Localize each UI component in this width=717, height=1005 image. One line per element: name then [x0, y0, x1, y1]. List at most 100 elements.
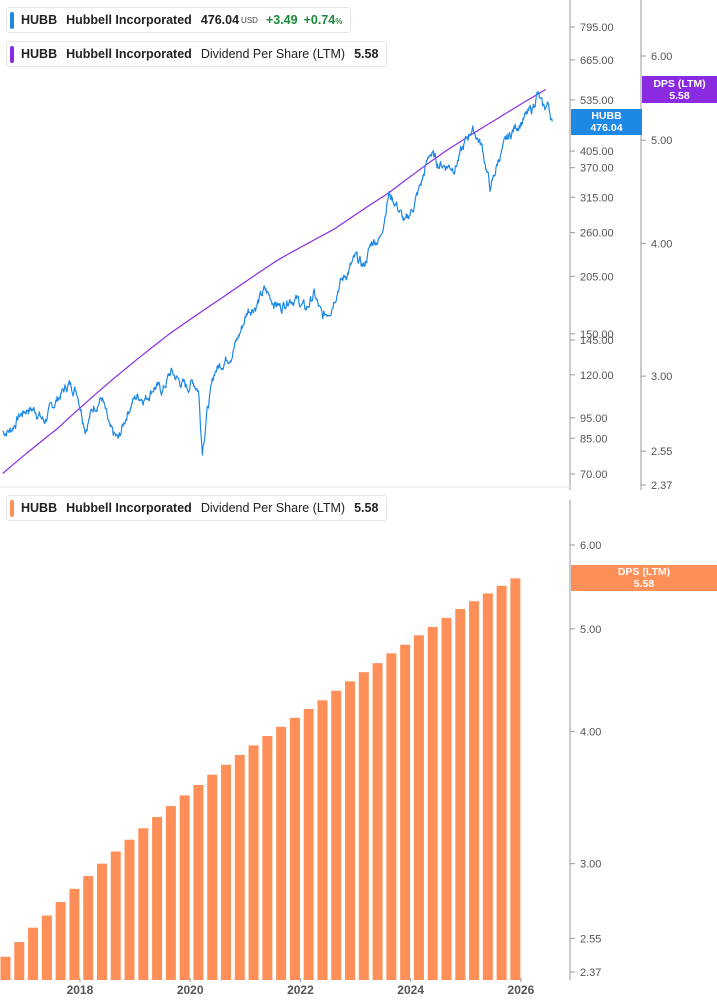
price-tick-label: 370.00	[580, 163, 614, 175]
x-tick-label: 2024	[397, 983, 424, 997]
price-tick-label: 205.00	[580, 271, 614, 283]
dps-bottom-tick-label: 2.37	[580, 967, 601, 979]
dps-bottom-legend[interactable]: HUBB Hubbell Incorporated Dividend Per S…	[6, 495, 388, 521]
dps-bar	[248, 745, 259, 980]
price-tick-label: 535.00	[580, 95, 614, 107]
dps-bar	[179, 795, 190, 980]
x-tick-label: 2022	[287, 983, 314, 997]
x-tick-label: 2026	[508, 983, 535, 997]
dps-top-tick-label: 3.00	[651, 371, 672, 383]
dps-top-tick-label: 4.00	[651, 238, 672, 250]
dps-bottom-tag-value: 5.58	[633, 578, 655, 590]
dps-bar	[427, 626, 438, 980]
dps-bar	[28, 927, 39, 980]
dps-bar	[83, 876, 94, 980]
price-line-path	[2, 91, 553, 456]
dps-bar	[69, 888, 80, 980]
dps-bottom-tick-label: 6.00	[580, 540, 601, 552]
dps-top-symbol: HUBB	[21, 47, 58, 61]
dps-bars	[0, 578, 521, 980]
dps-bar	[289, 717, 300, 980]
price-tick-label: 405.00	[580, 146, 614, 158]
dps-top-tag-label: DPS (LTM)	[653, 77, 706, 90]
dps-line-series	[2, 88, 547, 474]
price-tick-label: 120.00	[580, 370, 614, 382]
price-tick-label: 665.00	[580, 55, 614, 67]
dps-bottom-tick-label: 4.00	[580, 726, 601, 738]
dps-bottom-tick-label: 3.00	[580, 859, 601, 871]
price-tick-label: 85.00	[580, 433, 608, 445]
dps-bar	[345, 681, 356, 980]
dps-bar-color-swatch	[10, 500, 14, 517]
dps-top-tick-label: 5.00	[651, 135, 672, 147]
price-tick-label: 150.00	[580, 329, 614, 341]
price-tick-label: 795.00	[580, 22, 614, 34]
price-tick-label: 260.00	[580, 228, 614, 240]
dps-bottom-metric: Dividend Per Share (LTM)	[200, 501, 346, 515]
dps-bottom-last-value-tag: DPS (LTM) 5.58	[571, 565, 717, 591]
dps-top-metric: Dividend Per Share (LTM)	[200, 47, 346, 61]
dps-bar	[96, 863, 107, 980]
price-currency: USD	[241, 15, 258, 25]
price-tick-label: 70.00	[580, 469, 608, 481]
dps-bar	[14, 941, 25, 980]
dps-bar	[124, 839, 135, 980]
axis-tick-labels: 795.00 665.00 535.00 405.00 370.00 315.00 260.…	[67, 22, 673, 997]
dps-bar	[317, 700, 328, 980]
dps-bar	[372, 663, 383, 980]
dps-bar	[221, 764, 231, 980]
price-legend[interactable]: HUBB Hubbell Incorporated 476.04 USD +3.…	[6, 7, 352, 33]
dps-bar	[510, 578, 521, 980]
dps-bar	[496, 585, 507, 980]
price-color-swatch	[10, 12, 14, 29]
dps-line-color-swatch	[10, 46, 14, 63]
price-change: +3.49	[265, 13, 298, 27]
dps-bottom-tick-label: 5.00	[580, 624, 601, 636]
price-company-name: Hubbell Incorporated	[66, 13, 192, 27]
x-tick-label: 2018	[67, 983, 94, 997]
price-tick-label: 145.00	[580, 335, 614, 347]
dps-bar	[469, 601, 480, 980]
dps-bar	[386, 653, 397, 980]
price-last-value-tag: HUBB 476.04	[571, 109, 642, 135]
axes	[0, 0, 646, 982]
price-line-series	[2, 91, 553, 456]
dps-bar	[193, 784, 204, 980]
dps-bar	[55, 901, 66, 980]
dps-bar	[441, 617, 452, 980]
price-value: 476.04	[200, 13, 240, 27]
dps-bottom-tick-label: 2.55	[580, 933, 601, 945]
dps-bar	[234, 754, 245, 980]
dps-bar	[276, 726, 287, 980]
dps-top-tick-label: 2.55	[651, 446, 672, 458]
price-symbol: HUBB	[21, 13, 58, 27]
dps-bar	[41, 915, 52, 980]
dps-top-legend[interactable]: HUBB Hubbell Incorporated Dividend Per S…	[6, 41, 388, 67]
dps-bottom-company-name: Hubbell Incorporated	[66, 501, 192, 515]
price-tag-symbol: HUBB	[591, 110, 622, 122]
price-change-percent: +0.74%	[303, 13, 343, 27]
dps-top-company-name: Hubbell Incorporated	[66, 47, 192, 61]
dps-bar	[358, 672, 369, 980]
dps-bar	[207, 774, 218, 980]
dps-line-path	[2, 88, 547, 474]
dps-bar	[331, 690, 342, 980]
dps-bottom-tag-label: DPS (LTM)	[617, 566, 671, 578]
dps-bar	[303, 708, 314, 980]
dps-bar	[482, 593, 493, 980]
dps-bar	[400, 644, 411, 980]
dps-bar	[413, 635, 424, 980]
price-tag-value: 476.04	[590, 122, 623, 134]
dps-bar	[152, 817, 163, 980]
dps-top-value: 5.58	[354, 47, 379, 61]
price-tick-label: 95.00	[580, 413, 608, 425]
dps-top-tick-label: 2.37	[651, 480, 672, 492]
x-tick-label: 2020	[177, 983, 204, 997]
dps-bottom-value: 5.58	[354, 501, 379, 515]
dps-bar	[110, 851, 121, 980]
dps-bar	[138, 828, 149, 980]
dps-top-last-value-tag: DPS (LTM) 5.58	[642, 76, 717, 103]
dps-top-tick-label: 6.00	[651, 51, 672, 63]
dps-bar	[262, 736, 273, 980]
